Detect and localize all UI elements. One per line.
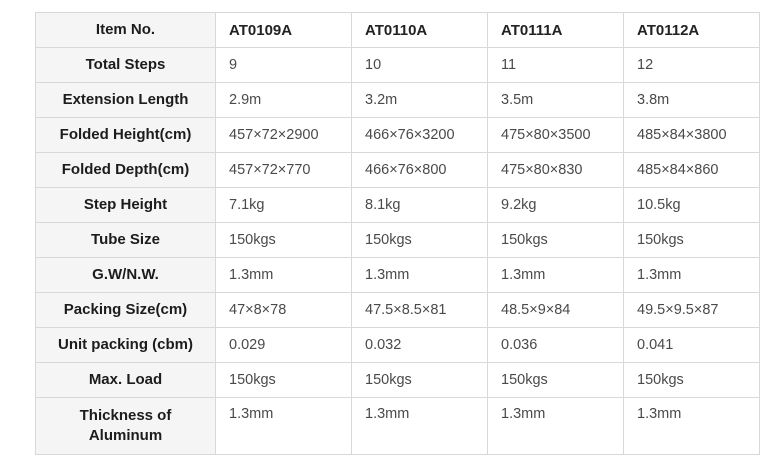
spec-table-container: Item No. AT0109A AT0110A AT0111A AT0112A… — [35, 12, 760, 455]
value-cell: 0.032 — [351, 327, 488, 363]
row-label: Unit packing (cbm) — [35, 327, 216, 363]
value-cell: 150kgs — [487, 222, 624, 258]
value-cell: 466×76×800 — [351, 152, 488, 188]
table-row: Total Steps 9 10 11 12 — [35, 47, 760, 83]
value-cell: 150kgs — [623, 362, 760, 398]
row-label: Folded Height(cm) — [35, 117, 216, 153]
value-cell: 10.5kg — [623, 187, 760, 223]
value-cell: 150kgs — [215, 222, 352, 258]
value-cell: 150kgs — [351, 362, 488, 398]
table-row: G.W/N.W. 1.3mm 1.3mm 1.3mm 1.3mm — [35, 257, 760, 293]
table-row: Folded Height(cm) 457×72×2900 466×76×3200 4… — [35, 117, 760, 153]
table-row: Thickness of Aluminum 1.3mm 1.3mm 1.3mm 1.3m… — [35, 397, 760, 455]
value-cell: 1.3mm — [351, 257, 488, 293]
table-row: Extension Length 2.9m 3.2m 3.5m 3.8m — [35, 82, 760, 118]
header-item-2: AT0111A — [487, 12, 624, 48]
value-cell: 47.5×8.5×81 — [351, 292, 488, 328]
value-cell: 9.2kg — [487, 187, 624, 223]
table-row: Step Height 7.1kg 8.1kg 9.2kg 10.5kg — [35, 187, 760, 223]
header-item-0: AT0109A — [215, 12, 352, 48]
value-cell: 1.3mm — [487, 397, 624, 455]
row-label: Folded Depth(cm) — [35, 152, 216, 188]
header-item-3: AT0112A — [623, 12, 760, 48]
value-cell: 457×72×770 — [215, 152, 352, 188]
value-cell: 466×76×3200 — [351, 117, 488, 153]
value-cell: 9 — [215, 47, 352, 83]
value-cell: 485×84×3800 — [623, 117, 760, 153]
table-row: Tube Size 150kgs 150kgs 150kgs 150kgs — [35, 222, 760, 258]
row-label: Thickness of Aluminum — [35, 397, 216, 455]
table-row: Folded Depth(cm) 457×72×770 466×76×800 475×… — [35, 152, 760, 188]
value-cell: 475×80×830 — [487, 152, 624, 188]
row-label: Step Height — [35, 187, 216, 223]
value-cell: 7.1kg — [215, 187, 352, 223]
value-cell: 1.3mm — [487, 257, 624, 293]
table-row: Unit packing (cbm) 0.029 0.032 0.036 0.041 — [35, 327, 760, 363]
row-label: Total Steps — [35, 47, 216, 83]
table-row: Max. Load 150kgs 150kgs 150kgs 150kgs — [35, 362, 760, 398]
header-item-1: AT0110A — [351, 12, 488, 48]
value-cell: 8.1kg — [351, 187, 488, 223]
value-cell: 150kgs — [487, 362, 624, 398]
value-cell: 0.029 — [215, 327, 352, 363]
value-cell: 1.3mm — [351, 397, 488, 455]
row-label: Packing Size(cm) — [35, 292, 216, 328]
value-cell: 485×84×860 — [623, 152, 760, 188]
value-cell: 0.036 — [487, 327, 624, 363]
value-cell: 11 — [487, 47, 624, 83]
row-label: Extension Length — [35, 82, 216, 118]
table-row: Packing Size(cm) 47×8×78 47.5×8.5×81 48.5×9… — [35, 292, 760, 328]
header-label-item-no: Item No. — [35, 12, 216, 48]
value-cell: 3.8m — [623, 82, 760, 118]
value-cell: 1.3mm — [215, 257, 352, 293]
value-cell: 475×80×3500 — [487, 117, 624, 153]
value-cell: 2.9m — [215, 82, 352, 118]
value-cell: 48.5×9×84 — [487, 292, 624, 328]
value-cell: 150kgs — [623, 222, 760, 258]
value-cell: 12 — [623, 47, 760, 83]
value-cell: 150kgs — [351, 222, 488, 258]
value-cell: 1.3mm — [623, 397, 760, 455]
value-cell: 49.5×9.5×87 — [623, 292, 760, 328]
product-spec-table: Item No. AT0109A AT0110A AT0111A AT0112A… — [35, 12, 760, 455]
row-label: Max. Load — [35, 362, 216, 398]
value-cell: 3.5m — [487, 82, 624, 118]
value-cell: 10 — [351, 47, 488, 83]
row-label: Tube Size — [35, 222, 216, 258]
value-cell: 150kgs — [215, 362, 352, 398]
table-header-row: Item No. AT0109A AT0110A AT0111A AT0112A — [35, 12, 760, 48]
value-cell: 0.041 — [623, 327, 760, 363]
value-cell: 1.3mm — [215, 397, 352, 455]
row-label: G.W/N.W. — [35, 257, 216, 293]
value-cell: 47×8×78 — [215, 292, 352, 328]
value-cell: 457×72×2900 — [215, 117, 352, 153]
value-cell: 3.2m — [351, 82, 488, 118]
value-cell: 1.3mm — [623, 257, 760, 293]
